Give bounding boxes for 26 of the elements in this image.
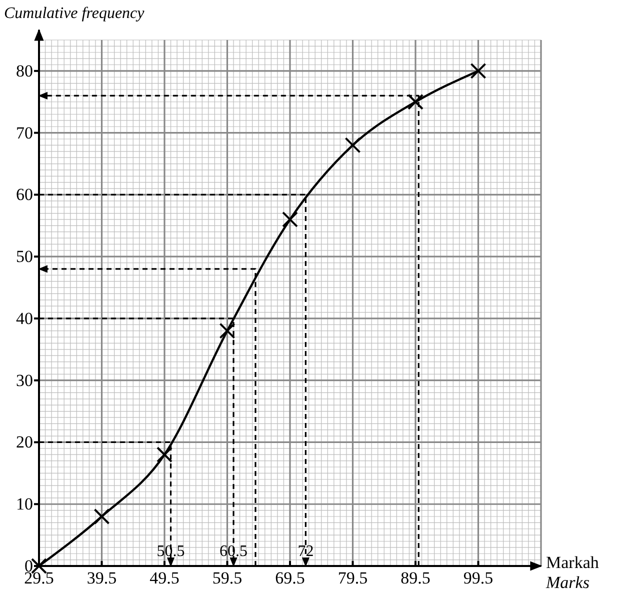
x-axis-title: Markah Marks	[545, 553, 600, 589]
y-tick-label: 20	[16, 432, 33, 452]
point	[470, 62, 486, 79]
point	[408, 94, 424, 110]
y-tick-label: 30	[16, 370, 33, 390]
annotation: 60.5	[220, 543, 248, 560]
point	[282, 211, 298, 228]
y-tick-label: 80	[16, 61, 33, 80]
y-tick-label: 70	[16, 123, 33, 142]
y-tick-label: 50	[16, 247, 33, 266]
x-tick-label: 79.5	[338, 568, 368, 588]
point	[156, 446, 172, 463]
point	[94, 508, 110, 524]
y-tick-label: 40	[16, 308, 33, 328]
x-tick-label: 99.5	[463, 568, 494, 588]
annotation: 72	[298, 543, 314, 560]
y-tick-label: 10	[16, 494, 33, 514]
x-tick-label: 89.5	[400, 568, 430, 588]
y-axis-title: Cumulative frequency	[4, 5, 146, 22]
x-tick-label: 59.5	[212, 568, 242, 588]
point	[344, 137, 361, 154]
point	[219, 322, 236, 339]
y-tick-label: 60	[16, 185, 33, 204]
x-tick-label: 49.5	[150, 568, 180, 588]
x-tick-label: 69.5	[275, 568, 305, 588]
x-tick-label: 39.5	[86, 568, 117, 588]
